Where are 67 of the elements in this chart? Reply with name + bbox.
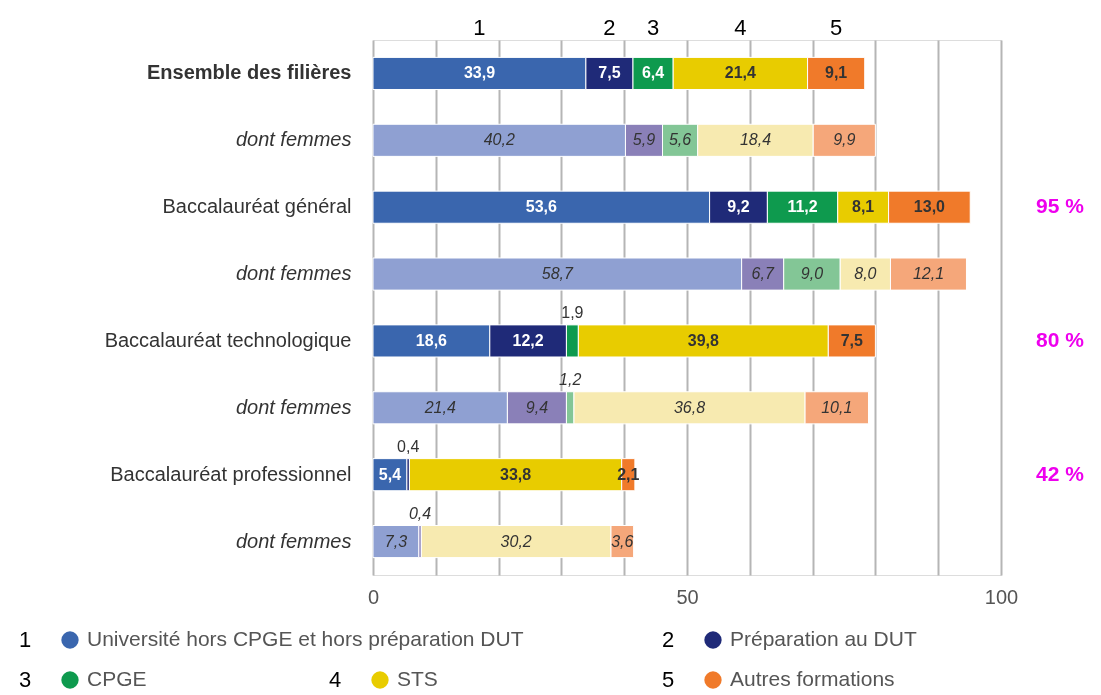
data-label: 39,8 [687,331,719,349]
data-label: 9,1 [825,64,848,82]
data-label: 3,6 [611,532,634,550]
data-label: 5,6 [668,131,692,149]
data-label: 6,7 [751,265,775,283]
data-label: 33,9 [463,64,496,82]
data-label: 9,9 [833,131,856,149]
data-label: 7,3 [384,532,408,550]
data-label: 9,0 [800,265,824,283]
y-tick-label: Baccalauréat technologique [104,328,352,351]
data-label: 9,4 [525,398,549,416]
y-tick-label: Baccalauréat général [162,195,352,218]
data-label: 6,4 [641,64,665,82]
data-label: 33,8 [499,465,532,483]
data-label: 8,1 [852,198,875,216]
text: 1 [18,627,32,652]
x-tick-label: 0 [367,585,380,608]
data-label: 11,2 [787,198,818,216]
data-label: 58,7 [541,265,574,283]
data-label: 7,5 [840,331,864,349]
data-label: 53,6 [525,198,557,216]
data-label: 9,2 [727,198,750,216]
data-label: 21,4 [423,398,456,416]
legend-label: Université hors CPGE et hors préparation DUT [87,627,524,650]
y-tick-label: dont femmes [235,529,352,552]
data-label: 8,0 [854,265,877,283]
data-label: 13,0 [913,198,946,216]
legend-label: Préparation au DUT [730,627,917,650]
data-label: 1,2 [559,370,582,388]
text: 4 [328,667,342,692]
data-label: 40,2 [483,131,515,149]
y-tick-label: dont femmes [235,128,352,151]
data-label: 30,2 [500,532,532,550]
data-label: 18,4 [739,131,772,149]
legend-label: CPGE [87,667,147,690]
y-tick-label: dont femmes [235,395,352,418]
data-label: 0,4 [408,504,432,522]
data-label: 5,4 [378,465,402,483]
data-label: 18,6 [415,331,448,349]
text: 2 [661,627,675,652]
data-label: 1,9 [561,303,584,321]
data-label: 36,8 [673,398,706,416]
x-tick-label: 50 [676,585,699,608]
data-label: 12,1 [912,265,945,283]
data-label: 0,4 [397,437,420,455]
text: 80 % [1036,327,1085,351]
x-tick-label: 100 [984,585,1019,608]
text: 5 [830,15,843,40]
y-tick-label: Ensemble des filières [146,61,352,84]
text: 1 [473,15,486,40]
text: 3 [646,15,660,40]
text: 3 [18,667,32,692]
data-label: 7,5 [598,64,621,82]
bar [372,525,420,559]
legend-label: STS [397,667,438,690]
data-label: 21,4 [724,64,757,82]
text: 4 [734,15,747,40]
data-label: 10,1 [821,398,853,416]
data-label: 12,2 [512,331,544,349]
text: 2 [603,15,616,40]
data-label: 5,9 [632,131,656,149]
text: 5 [661,667,675,692]
text: 95 % [1036,194,1085,218]
y-tick-label: dont femmes [235,262,352,285]
y-tick-label: Baccalauréat professionnel [110,462,352,485]
legend-label: Autres formations [730,667,895,690]
text: 42 % [1036,461,1085,485]
